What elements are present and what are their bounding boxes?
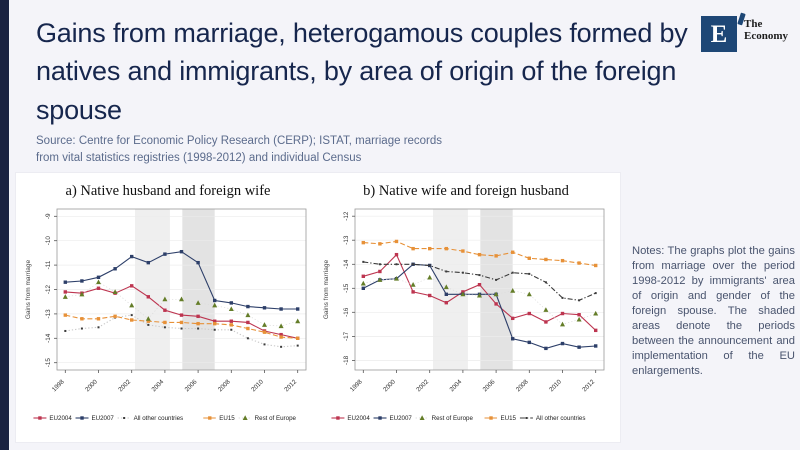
chart-b-plot: -12 -13 -14 -15 -16 -17 -18 1998 2000 2002 2004 200…	[318, 202, 614, 439]
svg-text:1998: 1998	[349, 378, 364, 393]
svg-text:EU15: EU15	[501, 415, 517, 422]
logo-text-line1: The	[744, 18, 763, 30]
legend-item-eu2004: EU2004	[331, 415, 370, 422]
svg-text:EU2004: EU2004	[347, 415, 370, 422]
series-rest-of-europe	[360, 274, 599, 327]
page-title: Gains from marriage, heterogamous couple…	[36, 18, 688, 125]
svg-text:2012: 2012	[283, 378, 298, 393]
svg-text:-14: -14	[45, 333, 52, 343]
logo-text-line2: Economy	[744, 30, 788, 43]
source-text: Source: Centre for Economic Policy Resea…	[36, 135, 443, 165]
legend-item-eu2007: EU2007	[75, 415, 115, 422]
logo-text: The Economy	[744, 16, 788, 42]
svg-text:-12: -12	[45, 284, 52, 294]
series-eu15	[361, 239, 598, 268]
svg-text:-15: -15	[45, 358, 52, 368]
svg-text:2008: 2008	[515, 378, 530, 393]
series-eu15	[63, 313, 300, 340]
left-accent-bar	[0, 0, 9, 450]
series-eu2004	[361, 252, 598, 333]
svg-text:Rest of Europe: Rest of Europe	[255, 415, 297, 422]
svg-text:-10: -10	[45, 236, 52, 246]
svg-text:-11: -11	[45, 260, 52, 269]
svg-text:All other countries: All other countries	[134, 415, 184, 422]
series-rest-of-europe	[62, 279, 301, 329]
svg-text:2006: 2006	[482, 378, 497, 393]
chart-a-title: a) Native husband and foreign wife	[65, 183, 271, 199]
series-eu2007	[63, 249, 300, 311]
svg-text:EU2007: EU2007	[390, 415, 413, 422]
logo: E The Economy	[701, 12, 788, 52]
chart-svg-1: -12 -13 -14 -15 -16 -17 -18 1998 2000 2002 2004 200…	[323, 208, 605, 422]
svg-text:Gains from marriage: Gains from marriage	[25, 260, 32, 320]
logo-letter: E	[710, 20, 728, 48]
chart-b-title: b) Native wife and foreign husband	[363, 183, 569, 199]
svg-text:-15: -15	[343, 283, 350, 293]
legend-item-eu2007: EU2007	[373, 415, 413, 422]
svg-text:2004: 2004	[448, 378, 463, 393]
svg-text:-16: -16	[343, 307, 350, 317]
chart-a: a) Native husband and foreign wife -9 -10…	[20, 177, 316, 439]
svg-text:Rest of Europe: Rest of Europe	[432, 415, 474, 422]
series-all-other-countries	[362, 260, 597, 302]
svg-text:-9: -9	[45, 213, 52, 219]
legend-item-all-other-countries: All other countries	[117, 415, 184, 422]
svg-text:EU15: EU15	[219, 415, 235, 422]
svg-text:2000: 2000	[382, 378, 397, 393]
svg-text:2008: 2008	[217, 378, 232, 393]
legend-item-rest-of-europe: Rest of Europe	[415, 415, 474, 422]
legend-item-eu15: EU15	[203, 415, 235, 422]
chart-a-plot: -9 -10 -11 -12 -13 -14 -15 1998 2000 2002 2004 2006…	[20, 202, 316, 439]
chart-svg-0: -9 -10 -11 -12 -13 -14 -15 1998 2000 2002 2004 2006…	[25, 208, 307, 422]
svg-text:2002: 2002	[415, 378, 430, 393]
svg-text:-17: -17	[343, 331, 350, 341]
svg-text:EU2004: EU2004	[49, 415, 72, 422]
svg-text:2006: 2006	[184, 378, 199, 393]
legend-item-rest-of-europe: Rest of Europe	[238, 415, 297, 422]
svg-text:-18: -18	[343, 355, 350, 365]
svg-text:-12: -12	[343, 211, 350, 221]
svg-text:Gains from marriage: Gains from marriage	[323, 260, 330, 320]
svg-text:2004: 2004	[150, 378, 165, 393]
svg-text:1998: 1998	[51, 378, 66, 393]
svg-text:2002: 2002	[117, 378, 132, 393]
svg-text:2012: 2012	[581, 378, 596, 393]
svg-text:2010: 2010	[548, 378, 563, 393]
legend-item-eu2004: EU2004	[33, 415, 72, 422]
svg-text:2010: 2010	[250, 378, 265, 393]
svg-text:All other countries: All other countries	[536, 415, 586, 422]
legend-item-eu15: EU15	[484, 415, 517, 422]
svg-text:2000: 2000	[84, 378, 99, 393]
chart-b: b) Native wife and foreign husband -12 -1…	[318, 177, 614, 439]
charts-panel: a) Native husband and foreign wife -9 -10…	[15, 172, 621, 443]
svg-text:EU2007: EU2007	[92, 415, 115, 422]
logo-box-icon: E	[701, 12, 746, 52]
notes-text: Notes: The graphs plot the gains from ma…	[632, 245, 795, 377]
svg-text:-14: -14	[343, 259, 350, 269]
svg-text:-13: -13	[343, 235, 350, 245]
legend-item-all-other-countries: All other countries	[519, 415, 586, 422]
svg-text:-13: -13	[45, 309, 52, 319]
